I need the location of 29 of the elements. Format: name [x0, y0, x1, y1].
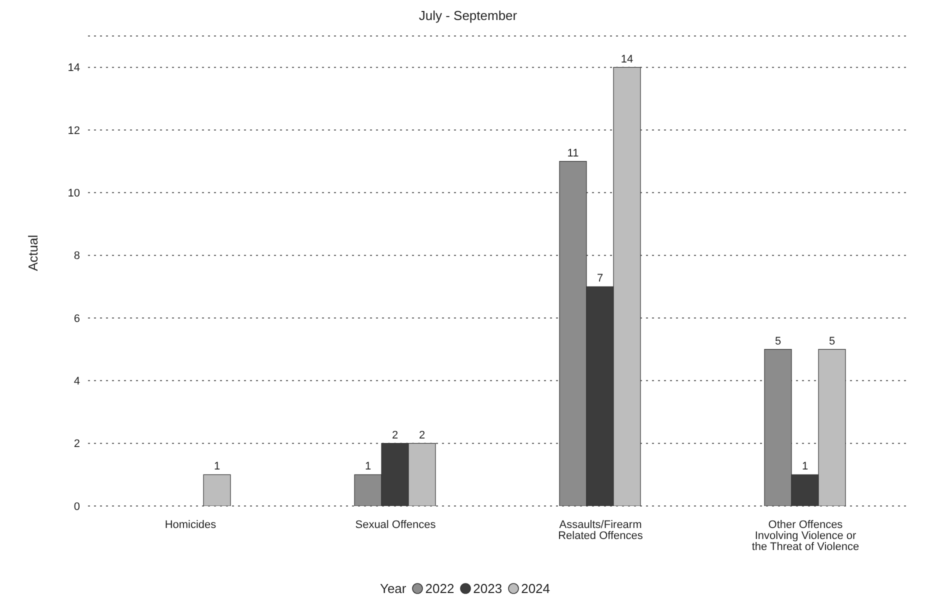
- x-tick-label: Assaults/Firearm Related Offences: [558, 518, 644, 542]
- data-label: 1: [802, 460, 808, 473]
- bar: [203, 474, 231, 506]
- y-axis-title: Actual: [26, 234, 41, 271]
- data-label: 5: [774, 335, 782, 348]
- y-tick-label: 2: [74, 438, 80, 450]
- y-tick-label: 4: [74, 376, 80, 388]
- x-tick-label: Homicides: [164, 518, 217, 531]
- data-label: 11: [567, 147, 579, 160]
- legend-label: 2024: [520, 581, 550, 596]
- legend-title: Year: [380, 581, 406, 596]
- data-label: 2: [392, 429, 398, 442]
- x-tick-label: Other Offences Involving Violence or the Threat of Violence: [752, 518, 860, 553]
- x-tick-label: Sexual Offences: [355, 518, 436, 531]
- data-label: 1: [364, 460, 372, 473]
- y-tick-label: 8: [74, 250, 80, 262]
- data-label: 1: [214, 460, 220, 473]
- legend-label: 2023: [472, 581, 502, 596]
- data-label: 14: [620, 53, 634, 66]
- y-tick-label: 10: [68, 188, 80, 200]
- data-label: 2: [418, 429, 426, 442]
- chart-title: July - September: [418, 8, 518, 25]
- y-tick-label: 6: [74, 312, 80, 325]
- data-label: 5: [828, 335, 836, 348]
- y-tick-label: 12: [68, 124, 80, 137]
- y-tick-label: 14: [68, 62, 80, 74]
- legend-label: 2022: [424, 581, 454, 596]
- y-tick-label: 0: [74, 500, 80, 513]
- data-label: 7: [596, 272, 604, 285]
